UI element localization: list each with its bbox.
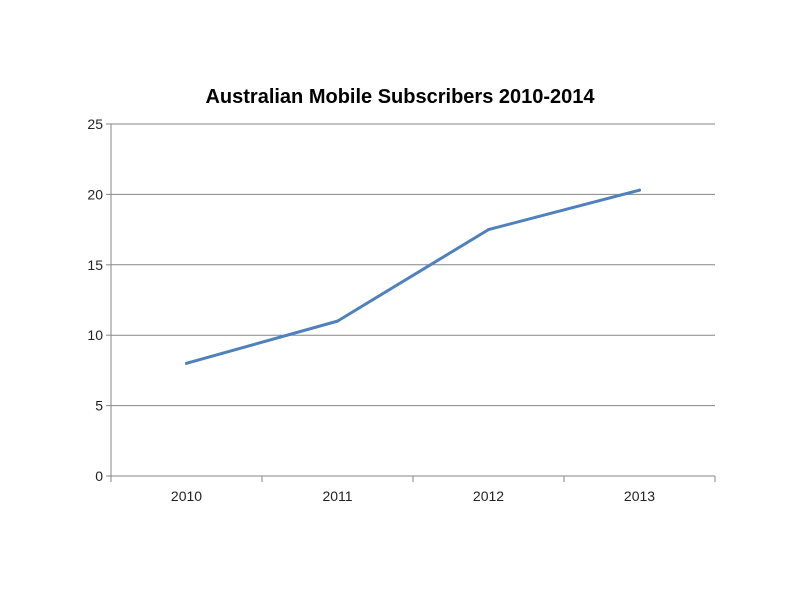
y-tick-label: 15	[87, 257, 103, 273]
y-tick-label: 10	[87, 327, 103, 343]
y-tick-label: 25	[87, 116, 103, 132]
series-line	[185, 188, 641, 365]
data-point	[185, 361, 188, 365]
x-tick-label: 2010	[171, 488, 202, 504]
data-point	[487, 228, 490, 232]
data-point	[336, 319, 339, 323]
x-tick-label: 2012	[473, 488, 504, 504]
x-tick-label: 2011	[322, 488, 352, 504]
y-tick-label: 5	[95, 398, 103, 414]
y-tick-label: 20	[87, 186, 103, 202]
chart-title: Australian Mobile Subscribers 2010-2014	[205, 86, 595, 108]
y-tick-label: 0	[95, 468, 103, 484]
x-tick-label: 2013	[624, 488, 655, 504]
data-point	[638, 188, 641, 192]
